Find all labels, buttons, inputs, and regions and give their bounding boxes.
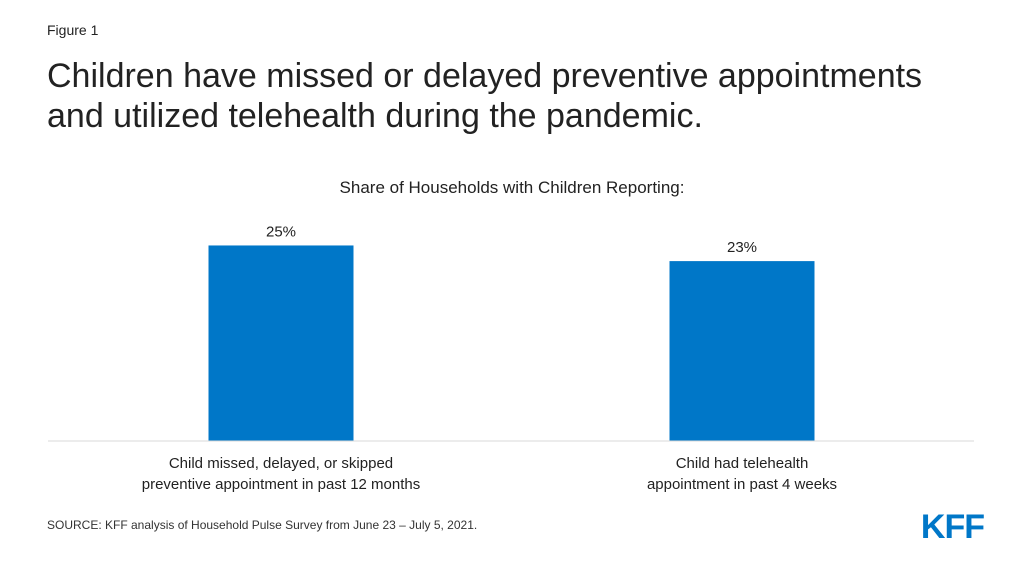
bar-1: [208, 245, 354, 441]
bar-2: [669, 261, 815, 441]
figure-label: Figure 1: [47, 22, 99, 38]
kff-logo: KFF: [920, 508, 985, 546]
chart-subtitle: Share of Households with Children Report…: [340, 178, 685, 197]
chart-title: Children have missed or delayed preventi…: [47, 57, 923, 135]
category-label-1-line-2: preventive appointment in past 12 months: [142, 476, 421, 493]
data-label-2: 23%: [727, 239, 757, 256]
category-label-1-line-1: Child missed, delayed, or skipped: [169, 455, 393, 472]
source-note: SOURCE: KFF analysis of Household Pulse …: [47, 518, 478, 532]
category-label-2-line-1: Child had telehealth: [676, 455, 809, 472]
category-label-2-line-2: appointment in past 4 weeks: [647, 476, 837, 493]
data-label-1: 25%: [266, 223, 296, 240]
